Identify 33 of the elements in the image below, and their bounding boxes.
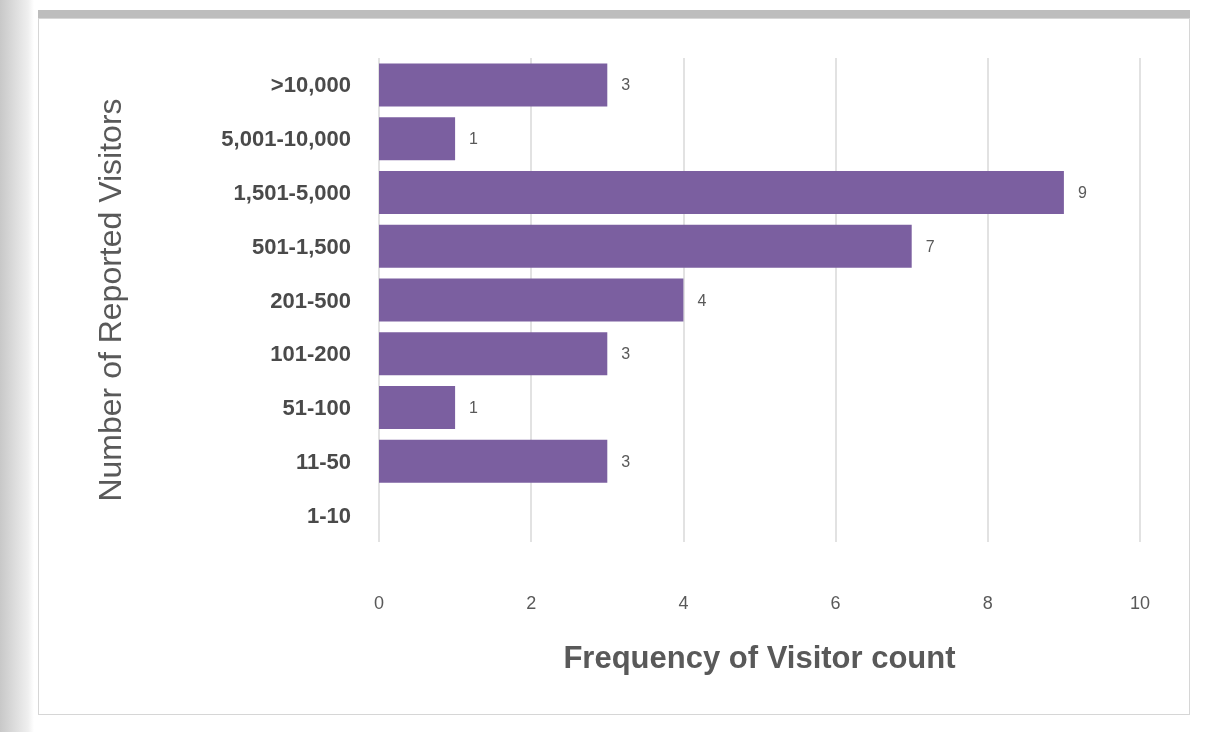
bar — [379, 224, 912, 268]
bar — [379, 439, 608, 483]
y-tick-label: 501-1,500 — [251, 233, 351, 259]
y-tick-label: 101-200 — [270, 341, 351, 367]
data-label: 3 — [621, 345, 631, 363]
data-label: 9 — [1077, 183, 1087, 201]
x-tick-label: 8 — [982, 593, 993, 613]
bar — [379, 63, 608, 107]
data-label: 3 — [621, 76, 631, 94]
x-tick-label: 2 — [526, 593, 537, 613]
y-tick-label: 1,501-5,000 — [233, 179, 351, 205]
y-tick-label: 5,001-10,000 — [221, 126, 351, 152]
x-axis-title: Frequency of Visitor count — [563, 640, 956, 675]
y-tick-label: 201-500 — [270, 287, 351, 313]
data-label: 4 — [697, 291, 707, 309]
y-axis-title: Number of Reported Visitors — [92, 98, 128, 502]
data-label: 3 — [621, 452, 631, 470]
data-label: 1 — [469, 399, 479, 417]
y-tick-label: 51-100 — [282, 395, 351, 421]
bar — [379, 278, 684, 322]
x-tick-label: 10 — [1129, 593, 1151, 613]
bar — [379, 332, 608, 376]
y-tick-label: 1-10 — [306, 502, 351, 528]
y-tick-label: 11-50 — [295, 448, 351, 474]
y-tick-label: >10,000 — [270, 72, 351, 98]
data-label: 1 — [469, 130, 479, 148]
x-tick-label: 0 — [373, 593, 385, 613]
bar — [379, 170, 1064, 214]
x-tick-label: 6 — [830, 593, 841, 613]
x-tick-label: 4 — [678, 593, 689, 613]
bar — [379, 117, 456, 161]
bar — [379, 386, 456, 430]
data-label: 7 — [925, 237, 935, 255]
